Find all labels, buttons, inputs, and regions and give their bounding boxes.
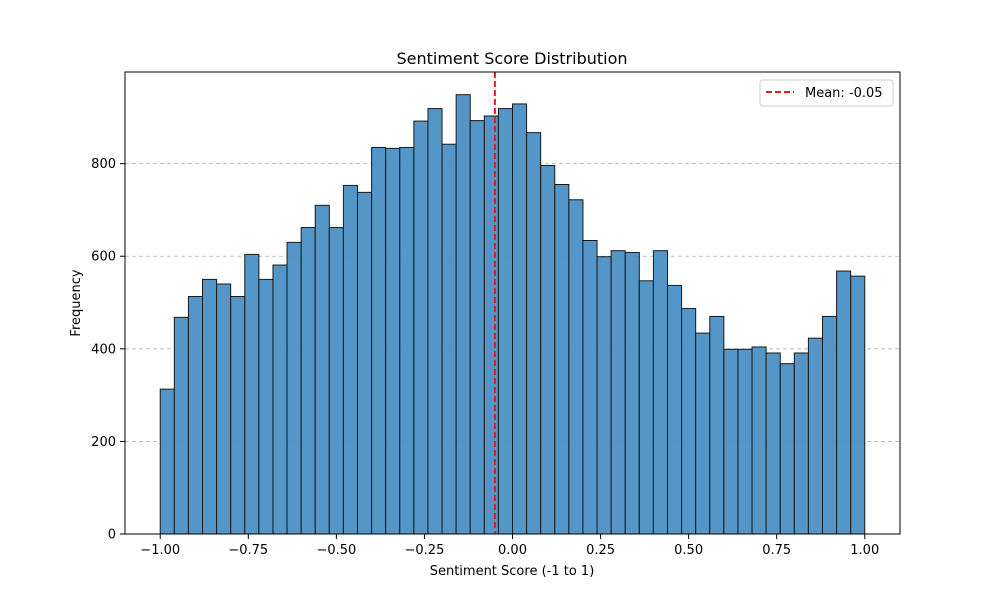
histogram-bar [244,253,260,535]
histogram-bar [399,146,415,535]
histogram-bar [230,296,246,535]
histogram-bar [624,252,640,535]
histogram-bar [596,256,612,535]
histogram-bar [652,250,669,535]
histogram-bar [850,275,866,535]
histogram-bar [202,278,218,535]
histogram-bar [328,227,344,535]
histogram-bar [667,284,683,535]
histogram-bar [314,204,330,535]
histogram-bar [272,264,288,535]
histogram-bar [469,120,485,535]
histogram-bar [483,115,499,535]
x-tick-label: −0.75 [228,543,268,558]
histogram-bar [342,184,358,535]
x-axis-ticks: −1.00 −0.75 −0.50 −0.25 0.00 0.25 0.50 0.75 1.00 [140,534,879,558]
x-tick-label: 0.75 [762,543,791,558]
histogram-bar [582,240,598,535]
histogram-bar [681,308,697,535]
y-tick-label: 800 [91,157,116,172]
histogram-bar [300,227,316,535]
histogram-bars [159,94,866,535]
legend-box [759,79,894,107]
histogram-bar [371,146,387,535]
histogram-bar [512,103,528,535]
histogram-bar [173,316,189,535]
histogram-bar [427,108,443,535]
histogram-bar [723,348,739,535]
y-axis-ticks: 0 200 400 600 800 [91,157,125,543]
x-axis-label: Sentiment Score (-1 to 1) [430,564,595,579]
histogram-bar [709,315,725,535]
histogram-bar [737,348,753,535]
histogram-bar [159,388,175,535]
x-tick-label: 0.00 [498,543,527,558]
histogram-bar [793,352,809,535]
x-tick-label: 0.25 [586,543,615,558]
histogram-bar [441,143,457,535]
histogram-bar [286,241,302,535]
x-tick-label: 1.00 [850,543,879,558]
x-tick-label: −0.25 [405,543,445,558]
histogram-bar [497,108,513,535]
histogram-bar [610,250,626,535]
histogram-bar [526,132,542,535]
x-tick-label: 0.50 [674,543,703,558]
y-axis-label: Frequency [69,269,84,336]
legend: Mean: -0.05 [759,79,894,107]
x-tick-label: −1.00 [140,543,180,558]
histogram-bar [836,270,852,535]
histogram-bar [779,363,795,535]
histogram-bar [540,165,556,535]
histogram-bar [455,94,471,535]
histogram-bar [554,183,570,535]
histogram-bar [765,352,781,535]
histogram-bar [385,147,401,535]
y-tick-label: 0 [108,528,116,543]
histogram-bar [822,315,838,535]
histogram-bar [216,283,232,535]
histogram-bar [751,346,767,535]
y-tick-label: 400 [91,342,116,357]
histogram-bar [258,278,274,535]
y-tick-label: 200 [91,435,116,450]
legend-label-mean: Mean: -0.05 [805,86,883,101]
y-tick-label: 600 [91,250,116,265]
histogram-bar [413,120,429,535]
histogram-bar [568,199,584,535]
x-tick-label: −0.50 [316,543,356,558]
histogram-bar [638,280,654,535]
histogram-bar [187,296,203,535]
chart-title: Sentiment Score Distribution [396,49,627,68]
histogram-bar [695,332,711,535]
histogram-bar [357,191,373,535]
histogram-bar [807,337,824,535]
